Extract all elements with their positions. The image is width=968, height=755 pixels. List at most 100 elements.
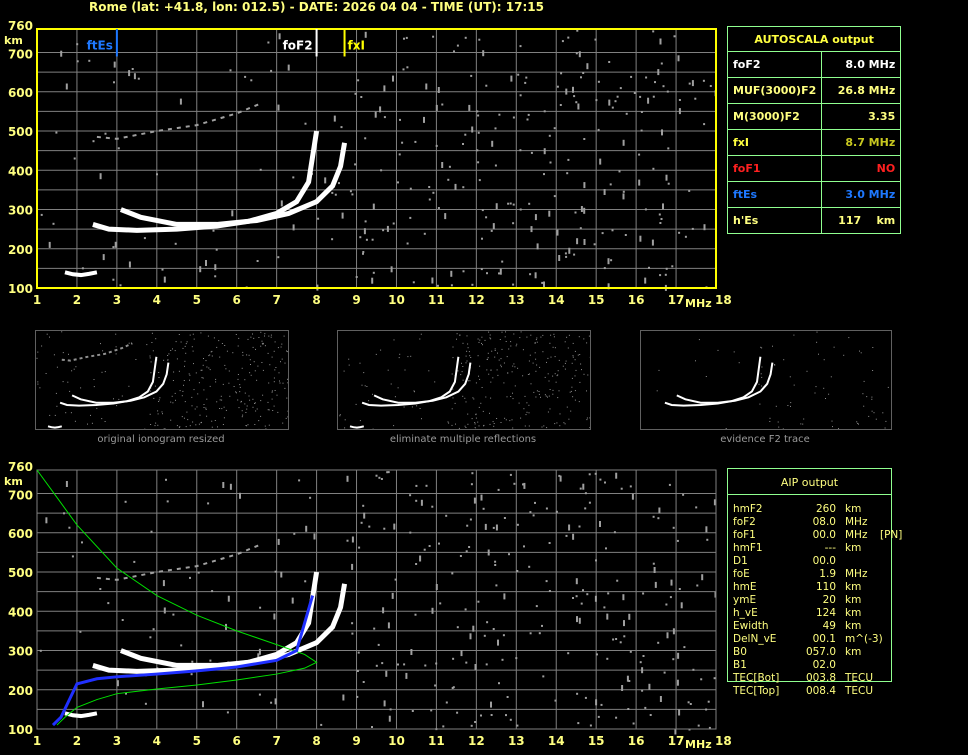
noise-dot (678, 108, 681, 115)
noise-dot (530, 383, 532, 385)
noise-dot (816, 341, 818, 343)
noise-dot (526, 402, 528, 404)
noise-dot (787, 405, 789, 406)
y-tick-label: 700 (8, 489, 33, 503)
noise-dot (128, 261, 131, 268)
noise-dot (272, 410, 274, 411)
noise-dot (174, 242, 177, 245)
marker-label-foF2: foF2 (283, 39, 313, 53)
noise-dot (244, 379, 246, 381)
noise-dot (464, 133, 467, 136)
y-tick-label: 600 (8, 86, 33, 100)
noise-dot (606, 613, 609, 620)
noise-dot (237, 378, 239, 380)
aip-row: foE 1.9 MHz (733, 568, 902, 581)
noise-dot (512, 427, 514, 429)
noise-dot (211, 350, 213, 352)
noise-dot (152, 350, 154, 352)
noise-dot (39, 649, 42, 652)
noise-dot (46, 333, 48, 335)
noise-dot (519, 208, 522, 211)
noise-dot (512, 392, 513, 394)
noise-dot (375, 664, 378, 667)
aip-value: 02.0 (812, 659, 836, 671)
noise-dot (280, 361, 281, 363)
noise-dot (494, 348, 496, 350)
noise-dot (500, 358, 502, 360)
noise-dot (843, 354, 845, 356)
noise-dot (467, 343, 469, 345)
noise-dot (540, 396, 541, 398)
noise-dot (334, 193, 337, 196)
noise-dot (431, 505, 434, 508)
noise-dot (372, 393, 373, 395)
noise-dot (882, 412, 884, 414)
noise-dot (526, 336, 528, 338)
noise-dot (182, 390, 184, 392)
noise-dot (435, 584, 438, 590)
noise-dot (371, 277, 374, 284)
x-tick-label: 4 (153, 293, 161, 307)
thumbnail-caption: eliminate multiple reflections (389, 434, 537, 445)
noise-dot (181, 416, 183, 418)
y-tick-label: 700 (8, 48, 33, 62)
noise-dot (582, 589, 584, 592)
noise-dot (478, 341, 480, 343)
x-tick-label: 3 (113, 293, 121, 307)
noise-dot (359, 362, 361, 364)
noise-dot (237, 399, 239, 401)
noise-dot (503, 593, 506, 600)
noise-dot (252, 398, 254, 400)
noise-dot (161, 411, 163, 413)
noise-dot (644, 208, 647, 211)
noise-dot (653, 567, 656, 573)
noise-dot (355, 276, 358, 278)
noise-dot (599, 158, 602, 165)
noise-dot (53, 354, 55, 356)
noise-dot (201, 369, 203, 371)
noise-dot (63, 512, 65, 515)
noise-dot (638, 179, 641, 186)
noise-dot (572, 86, 574, 93)
noise-dot (420, 333, 422, 335)
noise-dot (629, 485, 632, 488)
noise-dot (515, 657, 518, 660)
marker-label-ftEs: ftEs (87, 39, 113, 53)
noise-dot (131, 68, 134, 70)
noise-dot (467, 347, 469, 349)
noise-dot (176, 425, 178, 427)
noise-dot (205, 407, 207, 409)
noise-dot (481, 336, 483, 338)
noise-dot (769, 421, 771, 422)
noise-dot (215, 381, 217, 383)
noise-dot (45, 373, 47, 374)
noise-dot (391, 592, 394, 599)
noise-dot (857, 422, 859, 424)
noise-dot (548, 210, 551, 217)
noise-dot (523, 408, 525, 410)
noise-dot (697, 724, 700, 727)
noise-dot (469, 633, 472, 640)
noise-dot (116, 680, 119, 687)
noise-dot (469, 518, 472, 521)
noise-dot (253, 361, 255, 363)
noise-dot (573, 95, 576, 98)
noise-dot (662, 85, 665, 88)
noise-dot (100, 343, 101, 345)
noise-dot (859, 350, 860, 352)
noise-dot (534, 501, 536, 504)
noise-dot (152, 628, 155, 631)
noise-dot (414, 613, 417, 616)
noise-dot (409, 216, 412, 219)
noise-dot (580, 206, 583, 212)
noise-dot (208, 355, 210, 357)
noise-dot (150, 372, 152, 374)
noise-dot (494, 356, 496, 358)
noise-dot (438, 542, 440, 545)
noise-dot (268, 424, 270, 426)
noise-dot (552, 389, 554, 391)
x-tick-label: 9 (352, 293, 360, 307)
noise-dot (509, 718, 512, 721)
noise-dot (561, 40, 564, 43)
noise-dot (257, 653, 260, 660)
